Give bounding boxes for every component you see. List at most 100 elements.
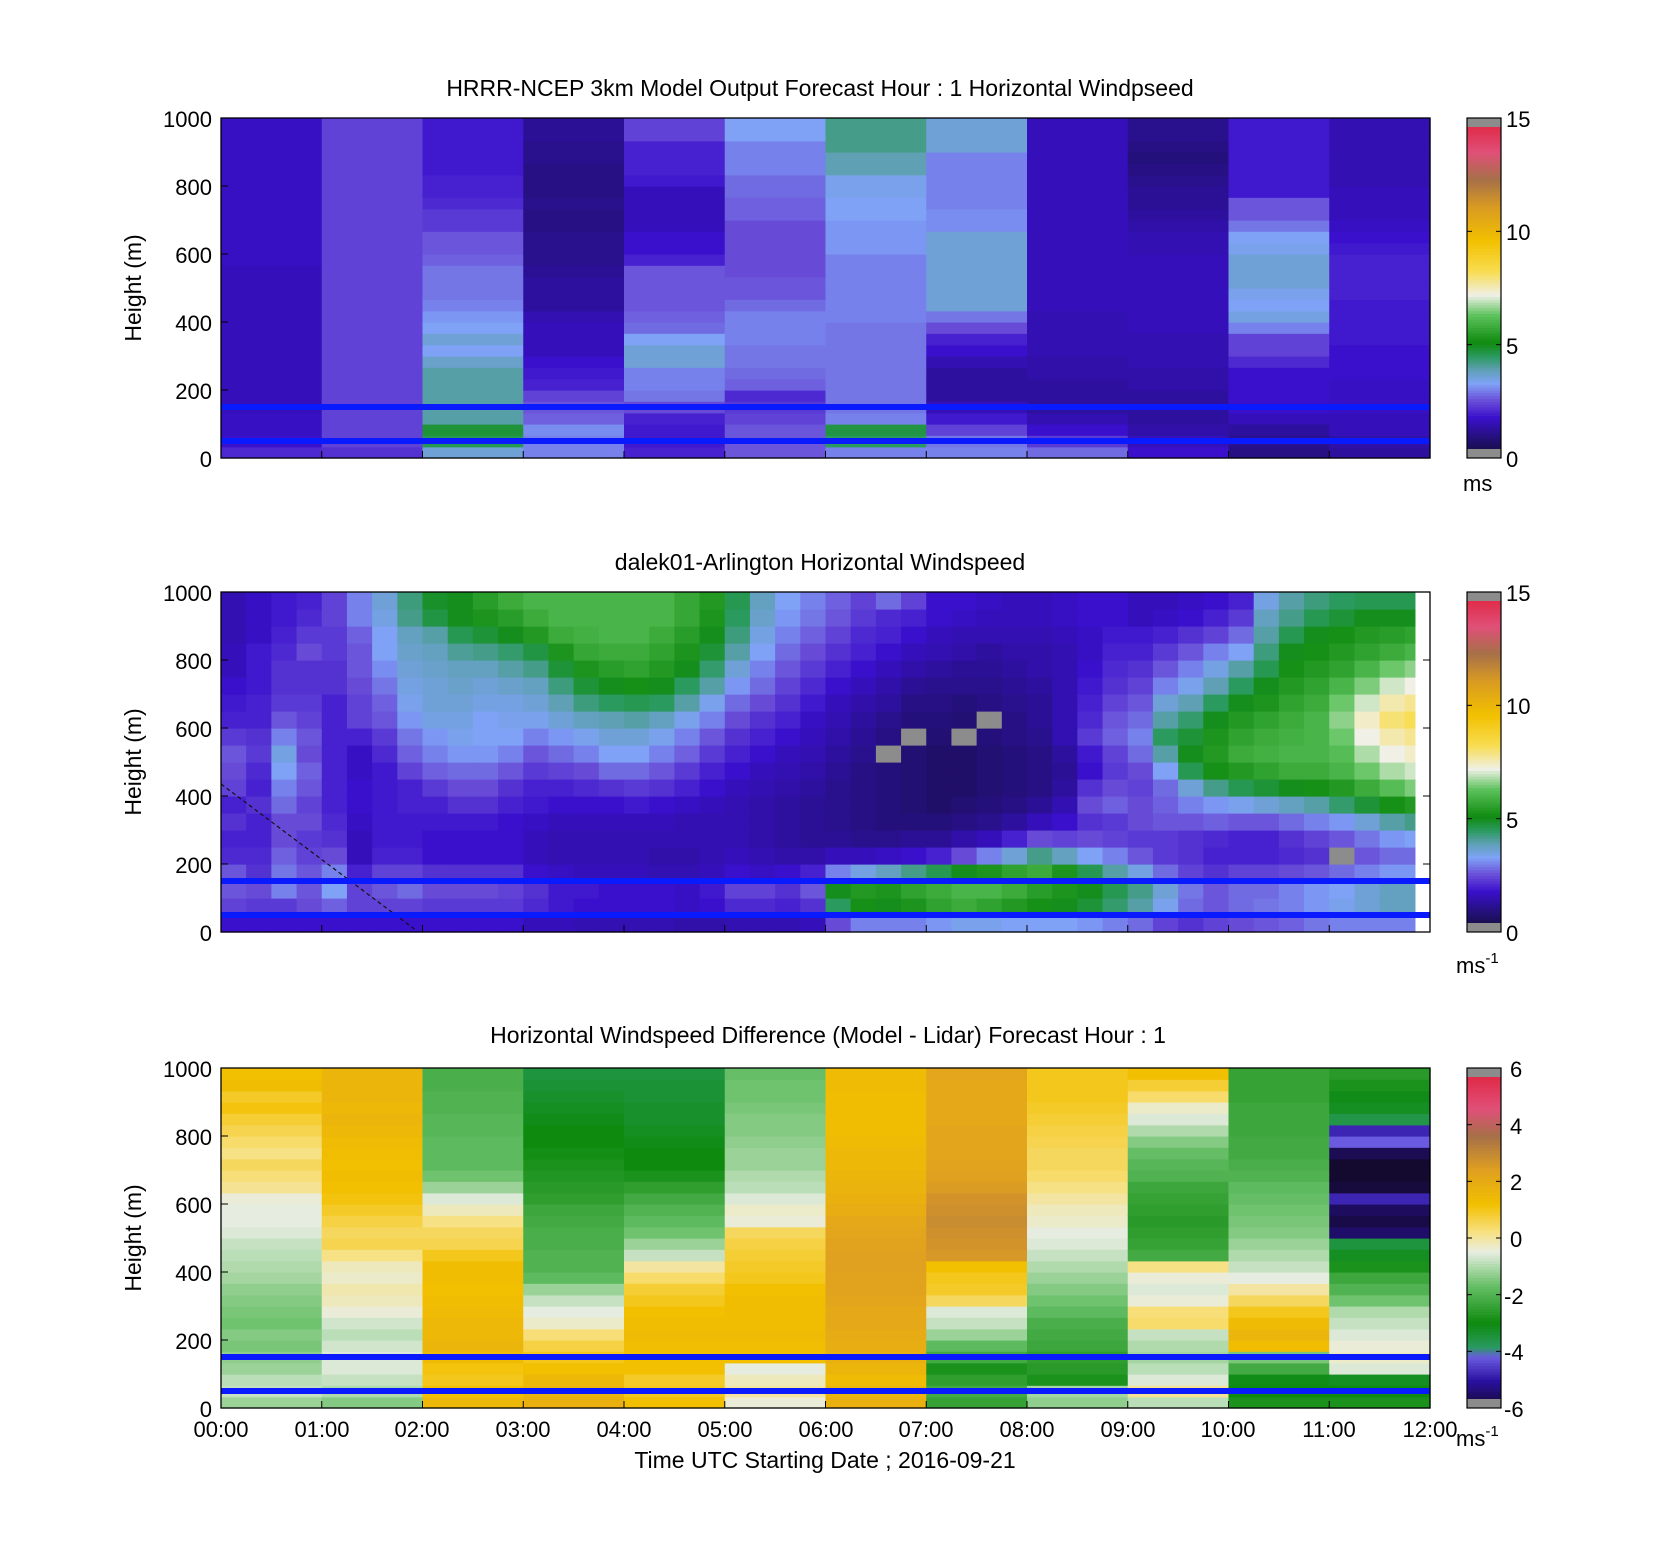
heatmap-cell bbox=[523, 1102, 625, 1114]
heatmap-cell bbox=[1001, 677, 1028, 695]
heatmap-cell bbox=[422, 830, 449, 848]
colorbar-segment bbox=[1467, 796, 1501, 800]
colorbar-segment bbox=[1467, 446, 1501, 450]
colorbar-segment bbox=[1467, 623, 1501, 627]
panel-3-x-axis-label: Time UTC Starting Date ; 2016-09-21 bbox=[634, 1447, 1015, 1473]
heatmap-cell bbox=[1228, 1102, 1330, 1114]
heatmap-cell bbox=[825, 276, 927, 289]
heatmap-cell bbox=[321, 1147, 424, 1160]
colorbar-segment bbox=[1467, 1365, 1501, 1369]
heatmap-cell bbox=[321, 1294, 424, 1307]
heatmap-cell bbox=[724, 1238, 827, 1250]
colorbar-segment bbox=[1467, 1124, 1501, 1128]
heatmap-cell bbox=[1228, 163, 1330, 176]
colorbar-segment bbox=[1467, 1351, 1501, 1355]
heatmap-cell bbox=[749, 728, 776, 746]
heatmap-cell bbox=[523, 813, 550, 831]
heatmap-cell bbox=[1027, 197, 1129, 210]
heatmap-cell bbox=[523, 446, 625, 459]
heatmap-cell bbox=[825, 1260, 927, 1273]
panel-3-reference-lines bbox=[221, 1354, 1430, 1394]
heatmap-cell bbox=[548, 728, 575, 746]
heatmap-cell bbox=[271, 677, 298, 695]
heatmap-cell bbox=[523, 1328, 625, 1341]
heatmap-cell bbox=[1329, 1328, 1431, 1341]
heatmap-cell bbox=[271, 915, 298, 933]
heatmap-cell bbox=[724, 265, 827, 278]
heatmap-cell bbox=[1329, 1068, 1431, 1080]
heatmap-cell bbox=[1052, 609, 1078, 627]
colorbar-segment bbox=[1467, 1368, 1501, 1372]
colorbar-segment bbox=[1467, 818, 1501, 822]
heatmap-cell bbox=[422, 186, 524, 198]
heatmap-cell bbox=[422, 1226, 524, 1239]
heatmap-cell bbox=[825, 152, 927, 164]
heatmap-cell bbox=[1077, 762, 1104, 780]
heatmap-cell bbox=[321, 1249, 424, 1262]
heatmap-cell bbox=[1278, 626, 1305, 644]
heatmap-cell bbox=[1102, 830, 1129, 848]
heatmap-cell bbox=[1001, 915, 1028, 933]
heatmap-cell bbox=[624, 186, 726, 198]
heatmap-cell bbox=[1404, 830, 1416, 848]
heatmap-cell bbox=[1203, 694, 1230, 712]
heatmap-cell bbox=[1304, 762, 1330, 780]
heatmap-cell bbox=[1354, 592, 1381, 610]
heatmap-cell bbox=[321, 779, 348, 797]
heatmap-cell bbox=[1178, 643, 1204, 661]
heatmap-cell bbox=[926, 694, 953, 712]
heatmap-cell bbox=[825, 220, 927, 232]
heatmap-cell bbox=[346, 728, 373, 746]
heatmap-cell bbox=[447, 643, 474, 661]
heatmap-cell bbox=[1052, 813, 1078, 831]
heatmap-cell bbox=[523, 1317, 625, 1330]
panel-2-colorbar-unit: ms-1 bbox=[1456, 950, 1499, 978]
heatmap-cell bbox=[1027, 1102, 1129, 1114]
colorbar-segment bbox=[1467, 878, 1501, 882]
y-tick-label: 600 bbox=[175, 1193, 212, 1218]
colorbar-segment bbox=[1467, 1266, 1501, 1270]
heatmap-cell bbox=[724, 813, 751, 831]
heatmap-cell bbox=[1102, 694, 1129, 712]
heatmap-cell bbox=[1027, 208, 1129, 221]
heatmap-cell bbox=[850, 643, 877, 661]
heatmap-cell bbox=[1077, 660, 1104, 678]
heatmap-cell bbox=[926, 1328, 1028, 1341]
heatmap-cell bbox=[246, 592, 272, 610]
heatmap-cell bbox=[1379, 711, 1406, 729]
heatmap-cell bbox=[624, 898, 650, 916]
heatmap-cell bbox=[397, 813, 424, 831]
heatmap-cell bbox=[1228, 220, 1330, 232]
heatmap-cell bbox=[1278, 864, 1305, 882]
colorbar-segment bbox=[1467, 1076, 1501, 1080]
heatmap-cell bbox=[598, 694, 625, 712]
heatmap-cell bbox=[724, 242, 827, 255]
heatmap-cell bbox=[372, 711, 398, 729]
heatmap-cell bbox=[321, 424, 424, 436]
heatmap-cell bbox=[901, 660, 927, 678]
heatmap-cell bbox=[724, 1362, 827, 1375]
heatmap-cell bbox=[1027, 728, 1053, 746]
heatmap-cell bbox=[1027, 1272, 1129, 1284]
heatmap-cell bbox=[1178, 762, 1204, 780]
heatmap-cell bbox=[422, 242, 524, 255]
heatmap-cell bbox=[1102, 847, 1129, 865]
heatmap-cell bbox=[926, 265, 1028, 278]
heatmap-cell bbox=[926, 1136, 1028, 1148]
colorbar-segment bbox=[1467, 361, 1501, 365]
colorbar-segment bbox=[1467, 1223, 1501, 1228]
colorbar-segment bbox=[1467, 330, 1501, 334]
heatmap-cell bbox=[850, 728, 877, 746]
panel-3-colorbar-unit: ms-1 bbox=[1456, 1423, 1499, 1451]
heatmap-cell bbox=[1228, 1204, 1330, 1216]
heatmap-cell bbox=[221, 609, 247, 627]
colorbar-segment bbox=[1467, 1119, 1501, 1123]
heatmap-cell bbox=[825, 129, 927, 142]
heatmap-cell bbox=[1027, 424, 1129, 436]
heatmap-cell bbox=[1329, 446, 1431, 459]
heatmap-cell bbox=[296, 796, 323, 814]
colorbar-segment bbox=[1467, 626, 1501, 630]
heatmap-cell bbox=[800, 796, 827, 814]
heatmap-cell bbox=[1354, 813, 1381, 831]
heatmap-cell bbox=[724, 1192, 827, 1205]
